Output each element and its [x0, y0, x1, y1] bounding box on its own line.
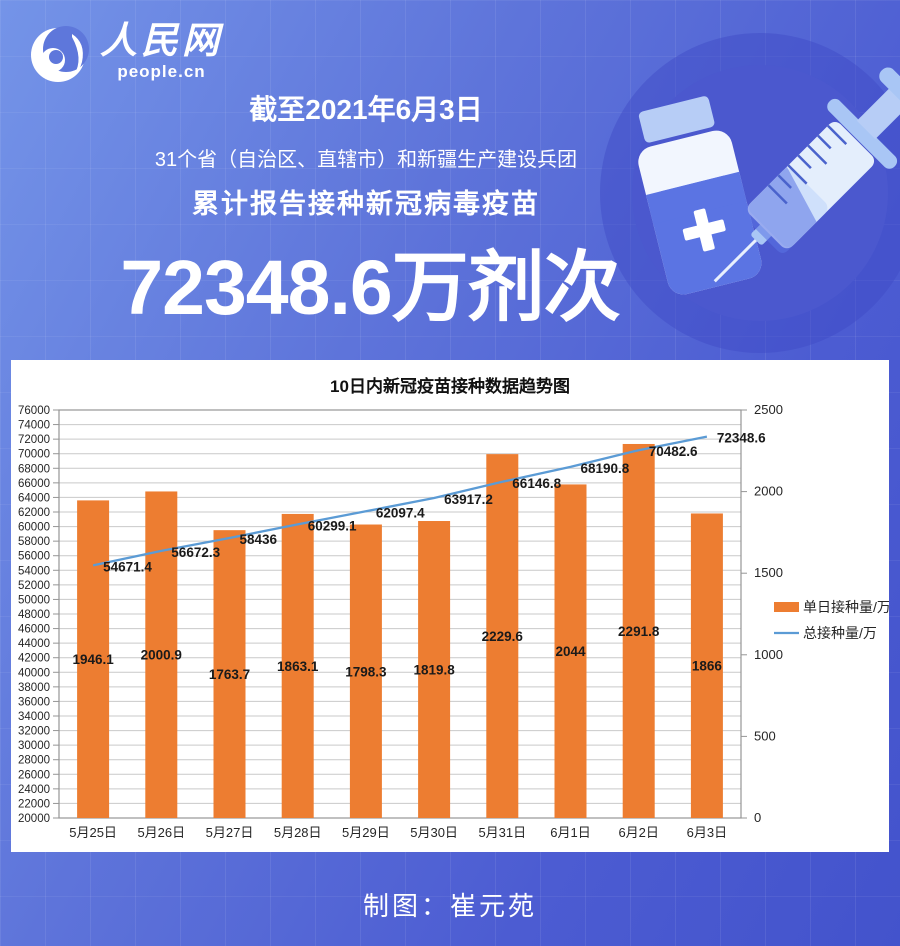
y-axis-left-label: 40000 — [18, 667, 50, 679]
y-axis-left-label: 64000 — [18, 492, 50, 504]
logo-en-text: people.cn — [117, 62, 206, 81]
legend-daily-label: 单日接种量/万 — [803, 599, 889, 615]
bar-data-label: 2000.9 — [141, 648, 182, 663]
line-data-label: 56672.3 — [171, 545, 220, 560]
bar-data-label: 1863.1 — [277, 659, 319, 674]
daily-bar — [622, 443, 655, 818]
line-data-label: 60299.1 — [308, 518, 357, 533]
y-axis-left-label: 22000 — [18, 798, 50, 810]
y-axis-left-label: 28000 — [18, 755, 50, 767]
line-data-label: 66146.8 — [512, 476, 561, 491]
y-axis-left-label: 74000 — [18, 420, 50, 432]
bar-data-label: 1798.3 — [345, 664, 387, 679]
daily-bar — [690, 513, 723, 818]
combo-chart: 2000022000240002600028000300003200034000… — [18, 402, 889, 840]
y-axis-left-label: 48000 — [18, 609, 50, 621]
header-block: 截至2021年6月3日 31个省（自治区、直辖市）和新疆生产建设兵团 累计报告接… — [8, 88, 724, 221]
y-axis-left-label: 34000 — [18, 711, 50, 723]
x-axis-label: 6月3日 — [687, 825, 727, 840]
daily-bar — [77, 500, 110, 818]
y-axis-left-label: 56000 — [18, 551, 50, 563]
legend-total-label: 总接种量/万 — [803, 625, 877, 641]
bar-data-label: 1866 — [692, 659, 723, 674]
title-line: 累计报告接种新冠病毒疫苗 — [192, 189, 540, 219]
y-axis-left-label: 20000 — [18, 813, 50, 825]
headline-number: 72348.6万剂次 — [120, 245, 620, 331]
peoplecn-logo-icon — [31, 26, 89, 82]
date-line: 截至2021年6月3日 — [249, 94, 483, 125]
y-axis-left-label: 38000 — [18, 682, 50, 694]
y-axis-left-label: 30000 — [18, 740, 50, 752]
daily-bar — [418, 521, 451, 818]
y-axis-right-label: 2500 — [754, 402, 783, 417]
y-axis-left-label: 26000 — [18, 769, 50, 781]
daily-bar — [145, 491, 178, 818]
y-axis-left-label: 54000 — [18, 565, 50, 577]
bar-data-label: 1763.7 — [209, 667, 250, 682]
plot-border — [58, 409, 742, 819]
bar-data-label: 1946.1 — [72, 652, 114, 667]
bar-data-label: 2229.6 — [482, 629, 524, 644]
daily-bar — [349, 524, 382, 818]
y-axis-right-label: 500 — [754, 728, 776, 743]
x-axis-label: 5月31日 — [478, 825, 526, 840]
y-axis-left-label: 32000 — [18, 726, 50, 738]
daily-bar — [554, 484, 587, 818]
y-axis-left-label: 70000 — [18, 449, 50, 461]
y-axis-left-label: 24000 — [18, 784, 50, 796]
y-axis-left-label: 52000 — [18, 580, 50, 592]
y-axis-left-label: 58000 — [18, 536, 50, 548]
y-axis-left-label: 72000 — [18, 434, 50, 446]
x-axis-label: 5月28日 — [274, 825, 322, 840]
chart-title: 10日内新冠疫苗接种数据趋势图 — [330, 377, 570, 396]
bar-data-label: 2291.8 — [618, 624, 660, 639]
line-data-label: 62097.4 — [376, 505, 425, 520]
y-axis-left-label: 60000 — [18, 522, 50, 534]
line-data-label: 58436 — [240, 532, 278, 547]
vaccine-illustration — [638, 67, 900, 295]
daily-bar — [486, 454, 519, 818]
bar-data-label: 1819.8 — [413, 663, 455, 678]
logo-cn-text: 人民网 — [100, 20, 223, 61]
y-axis-left-label: 68000 — [18, 463, 50, 475]
vaccine-vial-icon — [638, 96, 762, 295]
line-data-label: 68190.8 — [581, 461, 630, 476]
scope-line: 31个省（自治区、直辖市）和新疆生产建设兵团 — [154, 149, 578, 171]
legend-daily-swatch — [774, 602, 799, 612]
chart-panel: 20000 22000 24000 26000 28000 30000 32000 34000… — [11, 360, 889, 852]
x-axis-label: 5月25日 — [69, 825, 117, 840]
y-axis-right-label: 1000 — [754, 647, 783, 662]
x-axis-label: 5月27日 — [206, 825, 254, 840]
y-axis-right-label: 1500 — [754, 565, 783, 580]
line-data-label: 54671.4 — [103, 559, 152, 574]
bar-data-label: 2044 — [555, 644, 586, 659]
line-data-label: 63917.2 — [444, 492, 493, 507]
y-axis-left-label: 46000 — [18, 624, 50, 636]
line-data-label: 70482.6 — [649, 444, 698, 459]
y-axis-right-label: 2000 — [754, 484, 783, 499]
y-axis-left-label: 44000 — [18, 638, 50, 650]
y-axis-left-label: 42000 — [18, 653, 50, 665]
x-axis-label: 6月1日 — [550, 825, 590, 840]
footer-credit: 制图：崔元苑 — [362, 891, 537, 921]
x-axis-label: 5月30日 — [410, 825, 458, 840]
daily-bar — [213, 530, 246, 818]
peoplecn-logo: 人民网 people.cn — [28, 22, 223, 86]
x-axis-label: 5月26日 — [137, 825, 185, 840]
y-axis-left-label: 36000 — [18, 696, 50, 708]
y-axis-left-label: 50000 — [18, 594, 50, 606]
syringe-icon — [713, 67, 900, 283]
y-axis-left-label: 66000 — [18, 478, 50, 490]
y-axis-right-label: 0 — [754, 810, 761, 825]
x-axis-label: 5月29日 — [342, 825, 390, 840]
y-axis-left-label: 76000 — [18, 405, 50, 417]
daily-bar — [281, 513, 314, 818]
x-axis-label: 6月2日 — [618, 825, 658, 840]
y-axis-left-label: 62000 — [18, 507, 50, 519]
line-data-label: 72348.6 — [717, 431, 766, 446]
cumulative-line — [92, 435, 708, 567]
